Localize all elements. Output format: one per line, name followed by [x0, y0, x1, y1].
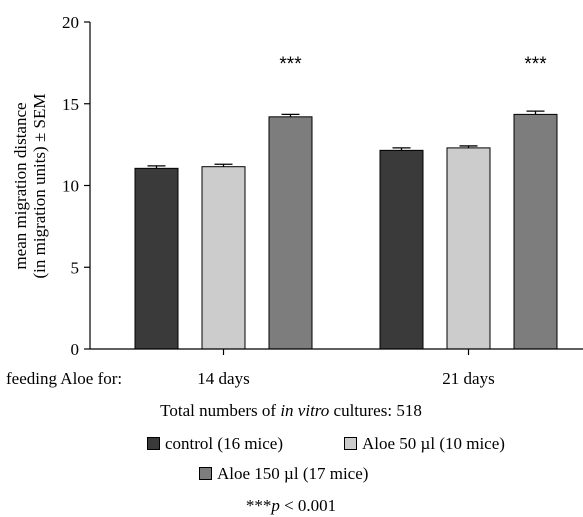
legend-swatch-aloe-50: [344, 437, 357, 450]
bar-series0-group1: [380, 150, 423, 349]
significance-stars-0: ***: [279, 54, 302, 75]
bar-series1-group0: [202, 167, 245, 349]
annotations-layer: *** ***: [279, 54, 547, 75]
x-axis-group-label-14-days: 14 days: [197, 369, 249, 389]
y-tick-label-10: 10: [62, 177, 79, 196]
legend-item-aloe-150: Aloe 150 µl (17 mice): [199, 464, 368, 484]
total-caption-suffix: cultures: 518: [329, 401, 422, 420]
x-axis-group-prefix-label: feeding Aloe for:: [6, 369, 122, 389]
significance-stars-1: ***: [524, 54, 547, 75]
bars-layer: [135, 114, 557, 349]
p-value-note: ***p < 0.001: [246, 496, 336, 516]
y-tick-label-15: 15: [62, 95, 79, 114]
total-caption-prefix: Total numbers of: [160, 401, 280, 420]
bar-series2-group0: [269, 117, 312, 349]
bar-series2-group1: [514, 114, 557, 349]
legend-item-aloe-50: Aloe 50 µl (10 mice): [344, 434, 505, 454]
x-axis-group-label-21-days: 21 days: [442, 369, 494, 389]
legend-item-control: control (16 mice): [147, 434, 283, 454]
p-value-symbol: p: [271, 496, 280, 515]
total-cultures-caption: Total numbers of in vitro cultures: 518: [160, 401, 422, 421]
legend-label-control: control (16 mice): [165, 434, 283, 453]
legend-swatch-control: [147, 437, 160, 450]
legend-swatch-aloe-150: [199, 467, 212, 480]
p-value-stars: ***: [246, 496, 272, 515]
y-axis-title-line1: mean migration distance: [11, 102, 30, 269]
bar-series1-group1: [447, 148, 490, 349]
bar-chart: 0 5 10 15 20 mean migration distance(in migra…: [0, 0, 583, 360]
y-tick-label-20: 20: [62, 13, 79, 32]
bar-series0-group0: [135, 168, 178, 349]
legend-label-aloe-150: Aloe 150 µl (17 mice): [217, 464, 368, 483]
p-value-threshold: < 0.001: [280, 496, 336, 515]
y-axis-title: mean migration distance(in migration uni…: [11, 94, 49, 279]
y-tick-label-0: 0: [71, 340, 80, 359]
legend-label-aloe-50: Aloe 50 µl (10 mice): [362, 434, 505, 453]
total-caption-italic: in vitro: [280, 401, 329, 420]
y-axis-title-line2: (in migration units) ± SEM: [30, 94, 49, 279]
y-tick-label-5: 5: [71, 258, 80, 277]
